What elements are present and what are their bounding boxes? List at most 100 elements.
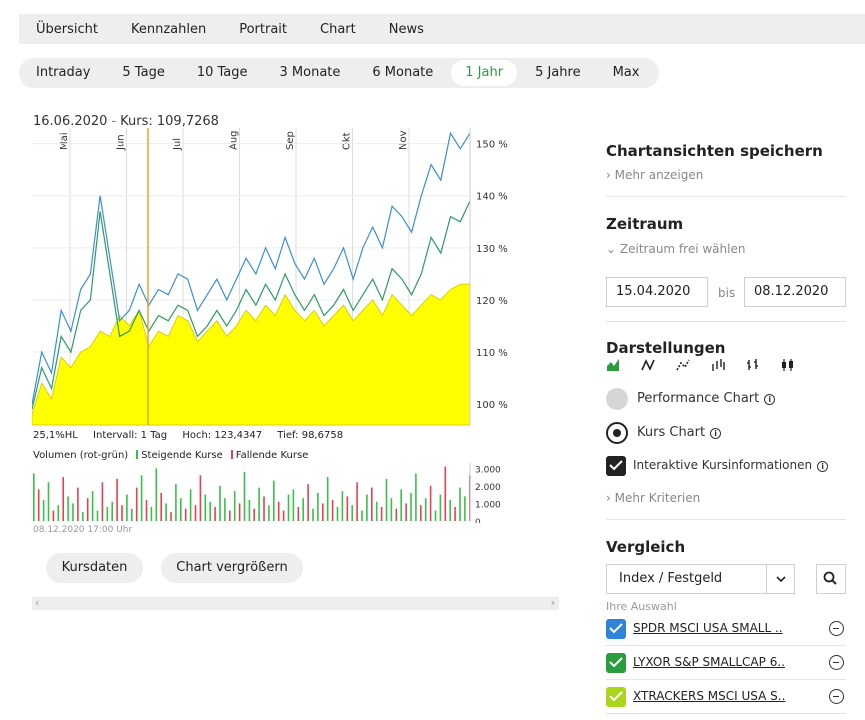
comparison-line-blue [32, 131, 471, 405]
comparison-line-green [32, 200, 471, 410]
area-chart-icon[interactable] [606, 358, 620, 372]
scroll-left-icon[interactable]: ‹ [35, 596, 40, 609]
chart-enlarge-button[interactable]: Chart vergrößern [161, 553, 303, 583]
nav-news[interactable]: News [388, 21, 424, 37]
chevron-down-icon [776, 576, 786, 583]
dotted-line-icon[interactable] [676, 358, 690, 372]
volume-bar [199, 475, 202, 521]
volume-bar [67, 496, 69, 521]
volume-bar [405, 503, 407, 521]
volume-bar [385, 478, 388, 521]
interactive-info-label: Interaktive Kursinformationen [633, 458, 813, 472]
volume-bar [170, 512, 172, 521]
stat-high: Hoch: 123,4347 [182, 430, 263, 441]
more-criteria-link[interactable]: › Mehr Kriterien [606, 491, 846, 505]
line-chart-icon[interactable] [641, 358, 655, 372]
kurs-chart-option[interactable]: Kurs Chart i [637, 425, 722, 440]
select-divider [766, 565, 767, 593]
volume-bar [86, 498, 89, 521]
info-icon[interactable]: i [817, 461, 829, 472]
volume-tick-label: 2.000 [475, 483, 501, 493]
info-icon[interactable]: i [710, 428, 722, 439]
compare-item-1[interactable]: SPDR MSCI USA SMALL .. [633, 621, 783, 635]
volume-bar [292, 489, 295, 521]
volume-bar [307, 484, 309, 521]
volume-bar [317, 492, 319, 521]
horizontal-scrollbar[interactable]: ‹ › [32, 596, 559, 610]
info-icon[interactable]: i [764, 394, 776, 405]
scroll-right-icon[interactable]: › [550, 596, 555, 609]
range-intraday[interactable]: Intraday [36, 65, 91, 80]
radio-dot [613, 429, 621, 437]
month-label: Sep [285, 131, 296, 150]
search-button[interactable] [816, 564, 846, 594]
volume-bar [248, 499, 251, 521]
divider [606, 196, 846, 197]
volume-bar [126, 494, 128, 521]
volume-bar [322, 503, 324, 521]
volume-tick-label: 0 [475, 518, 481, 523]
volume-bar [101, 482, 104, 521]
divider [606, 645, 846, 646]
compare-checkbox-2[interactable] [606, 653, 626, 673]
period-free-toggle[interactable]: ⌄ Zeitraum frei wählen [606, 242, 846, 256]
checkmark-icon [609, 657, 623, 668]
info-separator: - [111, 114, 117, 129]
range-5-tage[interactable]: 5 Tage [122, 65, 165, 80]
volume-bar [121, 505, 123, 521]
price-chart[interactable]: Mai Jun Jul Aug Sep Okt Nov 150 % 140 % 130 % 120 … [32, 128, 512, 428]
volume-bar [282, 510, 285, 521]
range-5-jahre[interactable]: 5 Jahre [535, 65, 581, 80]
save-views-title: Chartansichten speichern [606, 142, 823, 160]
remove-icon[interactable] [829, 621, 844, 636]
kursdaten-button[interactable]: Kursdaten [46, 553, 143, 583]
compare-item-2[interactable]: LYXOR S&P SMALLCAP 6.. [633, 655, 785, 669]
stat-hl: 25,1%HL [33, 430, 78, 441]
range-10-tage[interactable]: 10 Tage [196, 65, 248, 80]
nav-chart[interactable]: Chart [320, 21, 356, 37]
nav-kennzahlen[interactable]: Kennzahlen [130, 21, 207, 37]
candlestick-icon[interactable] [781, 358, 795, 372]
kurs-chart-radio[interactable] [606, 422, 628, 444]
volume-date: 08.12.2020 17:00 Uhr [33, 525, 133, 535]
remove-icon[interactable] [829, 689, 844, 704]
checkmark-icon [609, 691, 623, 702]
select-value: Index / Festgeld [619, 571, 723, 586]
y-tick-label: 130 % [476, 244, 508, 255]
chart-stats: 25,1%HL Intervall: 1 Tag Hoch: 123,4347 … [33, 430, 355, 441]
nav-portrait[interactable]: Portrait [239, 21, 288, 37]
compare-item-3[interactable]: XTRACKERS MSCI USA S.. [633, 689, 786, 703]
volume-tick-label: 3.000 [475, 465, 501, 475]
remove-icon[interactable] [829, 655, 844, 670]
volume-bar [263, 496, 265, 521]
month-label: Nov [398, 130, 409, 150]
hlc-bars-icon[interactable] [746, 358, 760, 372]
volume-bar [415, 473, 417, 521]
range-1-jahr[interactable]: 1 Jahr [451, 60, 518, 86]
performance-chart-option[interactable]: Performance Chart i [637, 391, 776, 406]
volume-bar [273, 480, 275, 521]
volume-bar [72, 503, 74, 521]
compare-checkbox-1[interactable] [606, 619, 626, 639]
date-from-input[interactable]: 15.04.2020 [606, 277, 708, 307]
compare-checkbox-3[interactable] [606, 687, 626, 707]
performance-chart-radio[interactable] [606, 388, 628, 410]
range-3-monate[interactable]: 3 Monate [279, 65, 341, 80]
range-6-monate[interactable]: 6 Monate [372, 65, 434, 80]
y-tick-label: 120 % [476, 296, 508, 307]
interactive-info-checkbox[interactable] [606, 456, 626, 476]
more-link[interactable]: › Mehr anzeigen [606, 168, 846, 182]
date-to-input[interactable]: 08.12.2020 [744, 277, 846, 307]
volume-bar [341, 491, 344, 521]
ohlc-bars-icon[interactable] [711, 358, 725, 372]
volume-tick-label: 1.000 [475, 500, 501, 510]
cursor-date: 16.06.2020 [33, 114, 108, 129]
volume-bar [459, 487, 461, 521]
volume-bar [160, 492, 162, 521]
index-select[interactable]: Index / Festgeld [606, 564, 795, 594]
nav-uebersicht[interactable]: Übersicht [36, 21, 98, 37]
interactive-info-option[interactable]: Interaktive Kursinformationen i [633, 458, 829, 472]
range-max[interactable]: Max [612, 65, 640, 80]
more-label: Mehr anzeigen [614, 168, 704, 182]
search-icon [823, 571, 837, 585]
